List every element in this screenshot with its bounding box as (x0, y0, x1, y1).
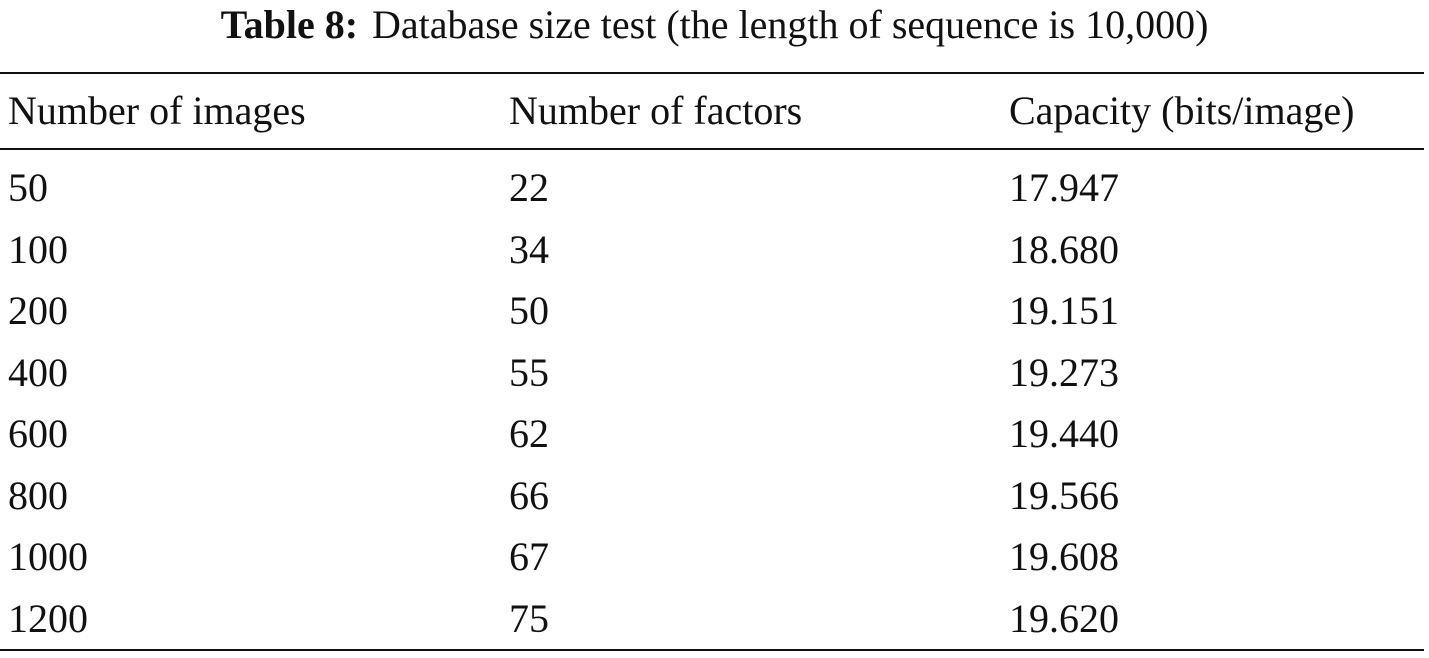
table-caption: Table 8: Database size test (the length o… (0, 2, 1429, 48)
bottom-rule (0, 649, 1424, 651)
caption-label: Table 8: (220, 2, 359, 47)
table-cell: 19.440 (1009, 411, 1119, 456)
table-cell: 600 (8, 411, 68, 456)
header-cell: Number of factors (509, 88, 803, 133)
table-cell: 66 (509, 472, 549, 518)
table-cell: 75 (509, 595, 549, 641)
header-cell: Number of images (8, 88, 306, 133)
table-cell: 67 (509, 534, 549, 579)
table-cell: 22 (509, 165, 549, 210)
table-cell: 19.620 (1009, 595, 1119, 641)
table-cell: 1200 (8, 595, 88, 641)
table-cell: 200 (8, 288, 68, 333)
top-rule (0, 72, 1424, 74)
table-cell: 400 (8, 349, 68, 395)
table-cell: 1000 (8, 534, 88, 579)
table-cell: 19.273 (1009, 349, 1119, 395)
table-cell: 100 (8, 226, 68, 272)
caption-text: Database size test (the length of sequen… (372, 2, 1209, 47)
table-cell: 62 (509, 411, 549, 456)
table-cell: 18.680 (1009, 226, 1119, 272)
table-cell: 50 (8, 165, 48, 210)
table-cell: 800 (8, 472, 68, 518)
table-cell: 17.947 (1009, 165, 1119, 210)
table-cell: 50 (509, 288, 549, 333)
table-cell: 19.608 (1009, 534, 1119, 579)
table-cell: 19.566 (1009, 472, 1119, 518)
table-cell: 55 (509, 349, 549, 395)
table-cell: 34 (509, 226, 549, 272)
header-rule (0, 148, 1424, 150)
header-cell: Capacity (bits/image) (1009, 88, 1355, 133)
table-cell: 19.151 (1009, 288, 1119, 333)
